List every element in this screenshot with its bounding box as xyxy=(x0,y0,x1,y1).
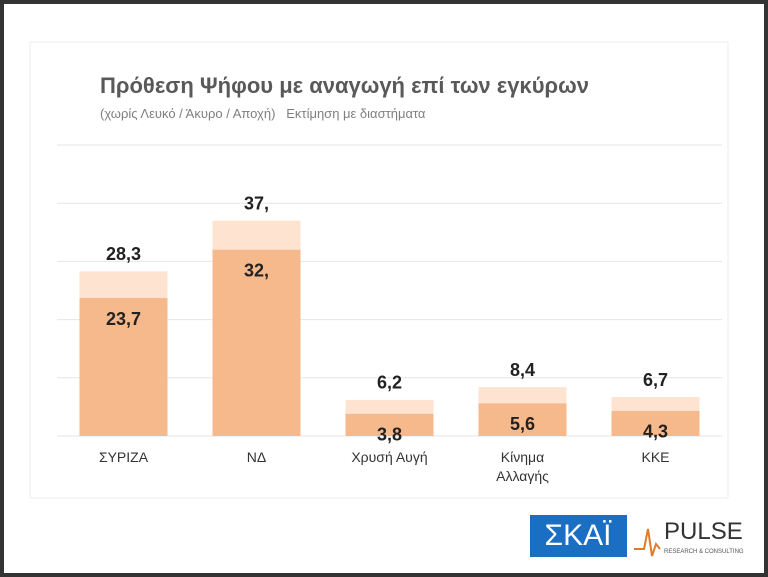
pulse-tagline: RESEARCH & CONSULTING xyxy=(664,549,744,555)
value-label: 3,8 xyxy=(377,425,402,445)
pulse-icon xyxy=(634,528,661,557)
value-label: 8,4 xyxy=(510,360,535,380)
chart: Πρόθεση Ψήφου με αναγωγή επί των εγκύρων… xyxy=(29,41,744,557)
bar xyxy=(345,413,434,436)
bar xyxy=(611,410,700,436)
value-label: 28,3 xyxy=(106,244,141,264)
chart-subtitle: (χωρίς Λευκό / Άκυρο / Αποχή) Εκτίμηση μ… xyxy=(100,106,426,121)
chart-title: Πρόθεση Ψήφου με αναγωγή επί των εγκύρων xyxy=(100,73,589,98)
x-tick-label: Κίνημα Αλλαγής xyxy=(496,449,549,484)
x-tick-label: ΚΚΕ xyxy=(641,449,670,465)
value-label: 6,2 xyxy=(377,373,402,393)
x-tick-label: ΝΔ xyxy=(246,449,267,465)
value-label: 37, xyxy=(244,193,269,213)
x-tick-label: Χρυσή Αυγή xyxy=(351,449,428,465)
value-label: 23,7 xyxy=(106,309,141,329)
bar xyxy=(79,298,168,436)
skai-logo-text: ΣΚΑΪ xyxy=(545,519,613,552)
value-label: 4,3 xyxy=(643,422,668,442)
value-label: 32, xyxy=(244,261,269,281)
x-tick-label: ΣΥΡΙΖΑ xyxy=(98,449,149,465)
value-label: 6,7 xyxy=(643,370,668,390)
value-label: 5,6 xyxy=(510,414,535,434)
pulse-logo-text: PULSE xyxy=(664,518,743,545)
bar xyxy=(212,249,301,436)
skai-logo xyxy=(530,515,627,557)
bar xyxy=(478,403,567,436)
